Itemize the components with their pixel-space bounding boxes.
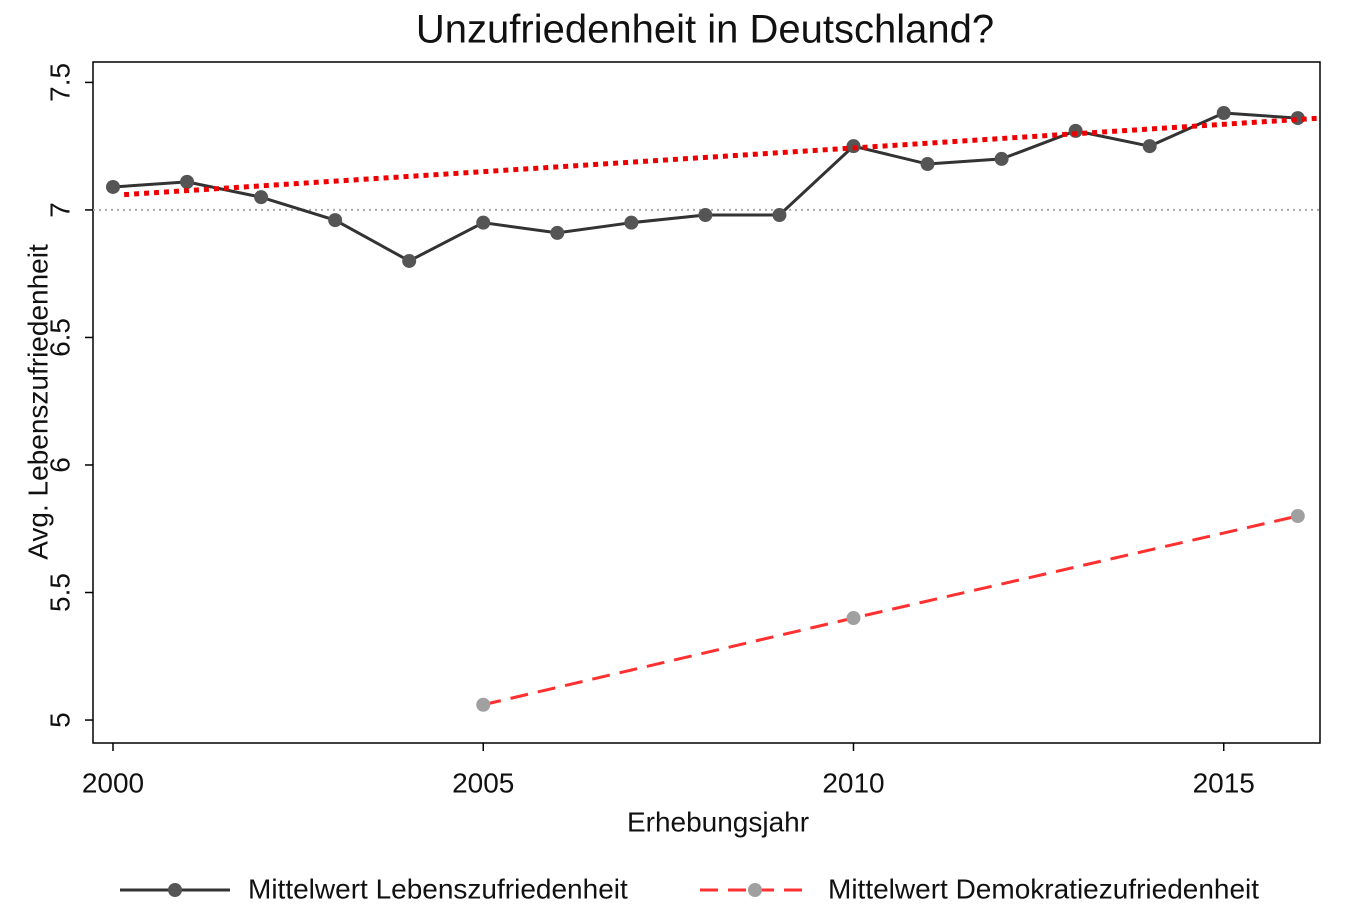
x-tick-label: 2010 xyxy=(822,767,884,798)
legend-marker xyxy=(748,883,762,897)
y-tick-label: 7.5 xyxy=(44,63,75,102)
y-tick-label: 5.5 xyxy=(44,573,75,612)
y-tick-label: 5 xyxy=(44,712,75,728)
data-point xyxy=(550,225,565,240)
x-axis-label: Erhebungsjahr xyxy=(627,806,809,837)
legend-label: Mittelwert Lebenszufriedenheit xyxy=(248,873,628,904)
data-point xyxy=(476,215,491,230)
data-point xyxy=(476,697,491,712)
data-point xyxy=(1216,106,1231,121)
data-point xyxy=(105,179,120,194)
y-tick-label: 6.5 xyxy=(44,318,75,357)
data-point xyxy=(402,253,417,268)
y-tick-label: 6 xyxy=(44,457,75,473)
data-point xyxy=(1290,509,1305,523)
chart-title: Unzufriedenheit in Deutschland? xyxy=(416,8,994,52)
x-tick-label: 2015 xyxy=(1193,767,1255,798)
legend-marker xyxy=(168,883,182,897)
data-point xyxy=(846,611,861,626)
data-point xyxy=(328,213,343,228)
data-point xyxy=(180,174,195,189)
data-point xyxy=(1142,139,1157,154)
data-point xyxy=(624,215,639,230)
data-point xyxy=(254,190,269,205)
legend-label: Mittelwert Demokratiezufriedenheit xyxy=(828,873,1259,904)
y-axis-label: Avg. Lebenszufriedenheit xyxy=(22,244,53,560)
data-point xyxy=(1068,123,1083,138)
data-point xyxy=(920,157,935,172)
plot-frame xyxy=(92,61,1321,744)
data-point xyxy=(994,151,1009,166)
x-tick-label: 2005 xyxy=(452,767,514,798)
x-tick-label: 2000 xyxy=(82,767,144,798)
data-point xyxy=(772,208,787,223)
data-point xyxy=(698,208,713,223)
y-tick-label: 7 xyxy=(44,202,75,218)
